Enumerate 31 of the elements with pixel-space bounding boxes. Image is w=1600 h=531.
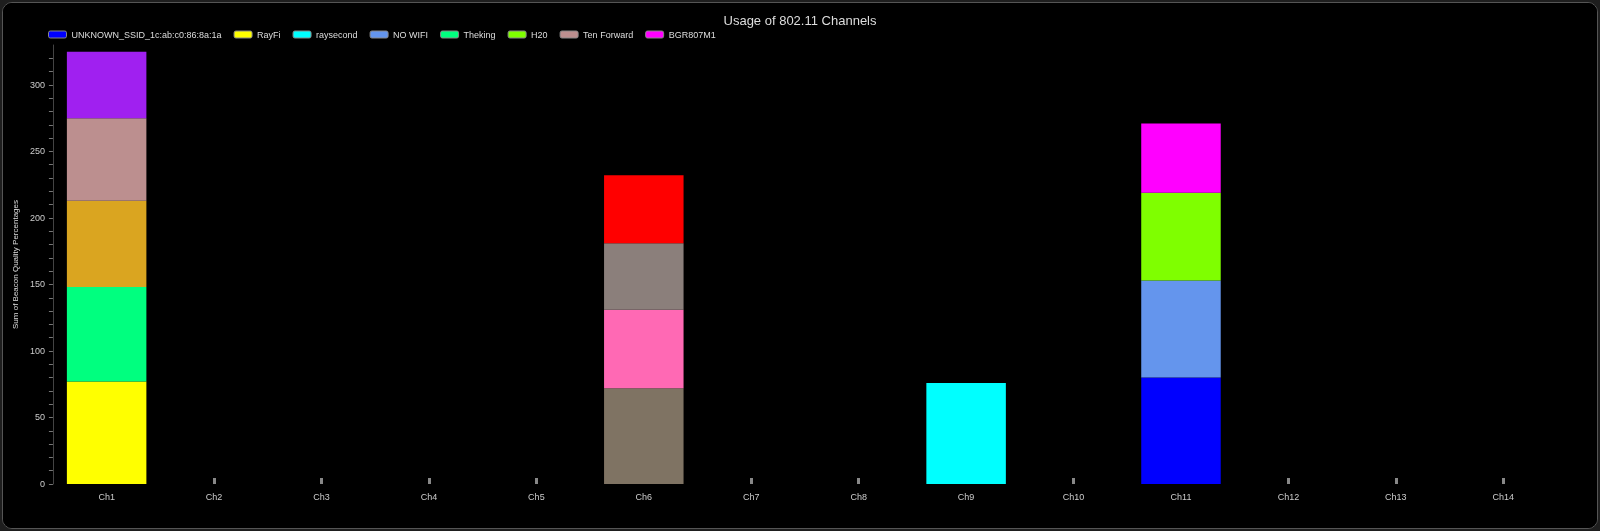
y-tick-label: 150: [29, 279, 45, 290]
x-tick-label: Ch5: [528, 491, 545, 502]
legend-label: NO WIFI: [393, 29, 429, 40]
y-tick-label: 250: [29, 146, 45, 157]
y-tick-label: 300: [29, 79, 45, 90]
x-tick-label: Ch1: [98, 491, 115, 502]
x-tick-label: Ch9: [957, 491, 975, 502]
x-tick-label: Ch13: [1385, 491, 1407, 502]
y-tick-label: 100: [29, 345, 45, 356]
y-tick-label: 200: [29, 212, 45, 223]
legend-label: Ten Forward: [583, 29, 634, 40]
x-tick-label: Ch3: [313, 491, 330, 502]
legend-label: UNKNOWN_SSID_1c:ab:c0:86:8a:1a: [71, 29, 222, 40]
x-tick-label: Ch8: [850, 491, 867, 502]
x-tick-label: Ch10: [1062, 491, 1085, 502]
legend-label: raysecond: [316, 29, 358, 40]
chart-title: Usage of 802.11 Channels: [723, 13, 877, 28]
x-tick-label: Ch6: [635, 491, 653, 502]
x-tick-label: Ch4: [420, 491, 438, 502]
legend-label: Theking: [463, 29, 496, 40]
x-tick-label: Ch14: [1492, 491, 1515, 502]
x-tick-label: Ch11: [1170, 491, 1192, 502]
y-axis-title: Sum of Beacon Quality Percentages: [10, 200, 20, 329]
x-tick-label: Ch2: [205, 491, 223, 502]
legend-label: BGR807M1: [668, 29, 716, 40]
y-tick-label: 0: [39, 479, 45, 489]
legend-label: H20: [531, 29, 548, 40]
legend-label: RayFi: [257, 29, 281, 40]
x-tick-label: Ch7: [742, 491, 760, 502]
x-tick-label: Ch12: [1277, 491, 1300, 502]
y-tick-label: 50: [34, 412, 45, 423]
